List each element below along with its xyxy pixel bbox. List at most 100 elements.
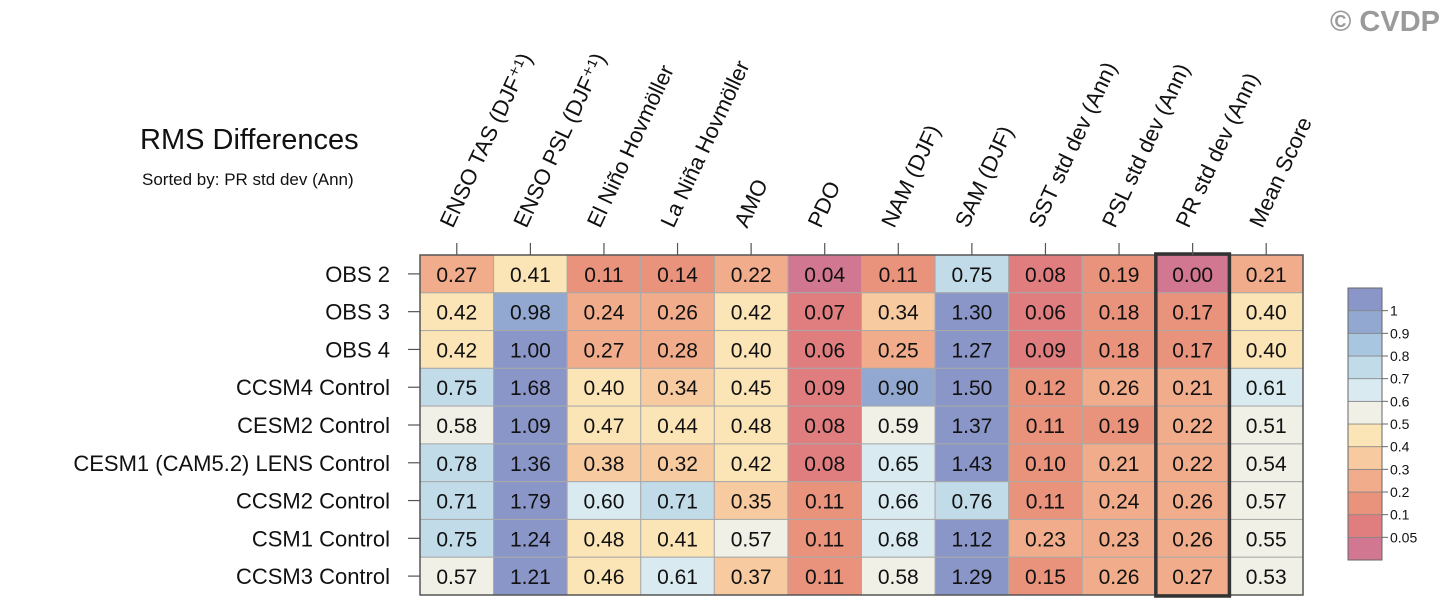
cell-value: 0.41 [657, 528, 698, 551]
cell-value: 0.51 [1246, 415, 1287, 438]
cell-value: 0.65 [878, 453, 919, 476]
cell-value: 0.68 [878, 528, 919, 551]
heatmap-cell [419, 556, 495, 596]
colorbar-label: 0.05 [1390, 529, 1417, 545]
cell-value: 0.19 [1099, 415, 1140, 438]
heatmap-cell [787, 292, 863, 332]
colorbar-label: 0.3 [1390, 461, 1410, 477]
cell-value: 0.40 [731, 339, 772, 362]
cell-value: 0.08 [804, 453, 845, 476]
heatmap-cell [1228, 330, 1304, 369]
cell-value: 0.37 [731, 566, 772, 589]
cell-value: 0.57 [731, 528, 772, 551]
cell-value: 0.34 [657, 377, 698, 400]
row-label: OBS 3 [325, 300, 390, 325]
heatmap-cell [640, 330, 715, 369]
colorbar-swatch [1347, 332, 1383, 357]
cell-value: 1.29 [951, 566, 992, 589]
cell-value: 0.59 [878, 415, 919, 438]
colorbar-swatch [1347, 378, 1383, 402]
cell-value: 0.27 [584, 339, 625, 362]
heatmap-cell [566, 556, 642, 596]
column-label: NAM (DJF) [876, 121, 945, 231]
cell-value: 0.08 [1025, 264, 1066, 287]
cell-value: 0.21 [1099, 453, 1140, 476]
cell-value: 0.58 [436, 415, 477, 438]
cell-value: 0.61 [1246, 377, 1287, 400]
colorbar-label: 0.9 [1390, 325, 1410, 341]
cell-value: 0.18 [1099, 302, 1140, 325]
cell-value: 0.57 [436, 566, 477, 589]
cell-value: 0.66 [878, 491, 919, 514]
heatmap-cell [934, 556, 1010, 596]
heatmap-cell [1228, 556, 1304, 596]
heatmap-cell [713, 556, 789, 596]
heatmap-cell [1155, 518, 1230, 558]
heatmap-cell [713, 405, 789, 445]
cell-value: 1.24 [510, 528, 551, 551]
cell-value: 0.58 [878, 566, 919, 589]
cell-value: 0.71 [436, 491, 477, 514]
heatmap-cell [787, 481, 863, 520]
cell-value: 0.34 [878, 302, 919, 325]
heatmap-cell [640, 481, 715, 520]
cell-value: 0.54 [1246, 453, 1287, 476]
cell-value: 0.18 [1099, 339, 1140, 362]
cell-value: 1.79 [510, 491, 551, 514]
cell-value: 0.26 [1172, 491, 1213, 514]
colorbar-label: 0.4 [1390, 439, 1410, 455]
colorbar-swatch [1347, 536, 1383, 561]
heatmap-cell [1008, 292, 1083, 332]
heatmap-cell [787, 518, 863, 558]
heatmap-cell [566, 330, 642, 369]
heatmap-cell [1155, 292, 1230, 332]
heatmap-cell [1008, 443, 1083, 483]
cell-value: 0.11 [879, 264, 918, 287]
cell-value: 0.53 [1246, 566, 1287, 589]
colorbar-label: 0.2 [1390, 484, 1410, 500]
cell-value: 0.76 [951, 491, 992, 514]
heatmap-cell [861, 292, 936, 332]
cell-value: 0.11 [805, 566, 844, 589]
heatmap-cell [640, 405, 715, 445]
cell-value: 1.50 [951, 377, 992, 400]
cell-value: 0.28 [657, 339, 698, 362]
heatmap-cell [1008, 518, 1083, 558]
heatmap-cell [713, 481, 789, 520]
heatmap-cell [493, 367, 568, 407]
heatmap-cell [1155, 405, 1230, 445]
column-label: AMO [729, 175, 773, 231]
heatmap-cell [1081, 330, 1157, 369]
heatmap-cell [419, 405, 495, 445]
column-label: Mean Score [1244, 113, 1317, 231]
heatmap-cell [1228, 405, 1304, 445]
cell-value: 0.11 [1026, 415, 1065, 438]
colorbar-swatch [1347, 400, 1383, 425]
cell-value: 0.44 [657, 415, 698, 438]
cell-value: 0.75 [436, 528, 477, 551]
heatmap-cell [566, 367, 642, 407]
heatmap-cell [1081, 481, 1157, 520]
cell-value: 0.23 [1025, 528, 1066, 551]
colorbar-swatch [1347, 423, 1383, 448]
chart-title: RMS Differences [140, 124, 359, 156]
cell-value: 0.42 [436, 302, 477, 325]
colorbar-swatch [1347, 514, 1383, 538]
heatmap-cell [1081, 367, 1157, 407]
cell-value: 0.48 [731, 415, 772, 438]
heatmap-cell [934, 518, 1010, 558]
heatmap-cell [861, 443, 936, 483]
heatmap-cell [1008, 330, 1083, 369]
row-label: CSM1 Control [252, 526, 390, 551]
cell-value: 0.32 [657, 453, 698, 476]
cell-value: 0.07 [804, 302, 845, 325]
cell-value: 0.55 [1246, 528, 1287, 551]
cell-value: 0.06 [804, 339, 845, 362]
cell-value: 0.17 [1172, 302, 1213, 325]
row-label: OBS 4 [325, 337, 390, 362]
heatmap-cell [493, 443, 568, 483]
cell-value: 0.27 [436, 264, 477, 287]
cell-value: 0.10 [1025, 453, 1066, 476]
